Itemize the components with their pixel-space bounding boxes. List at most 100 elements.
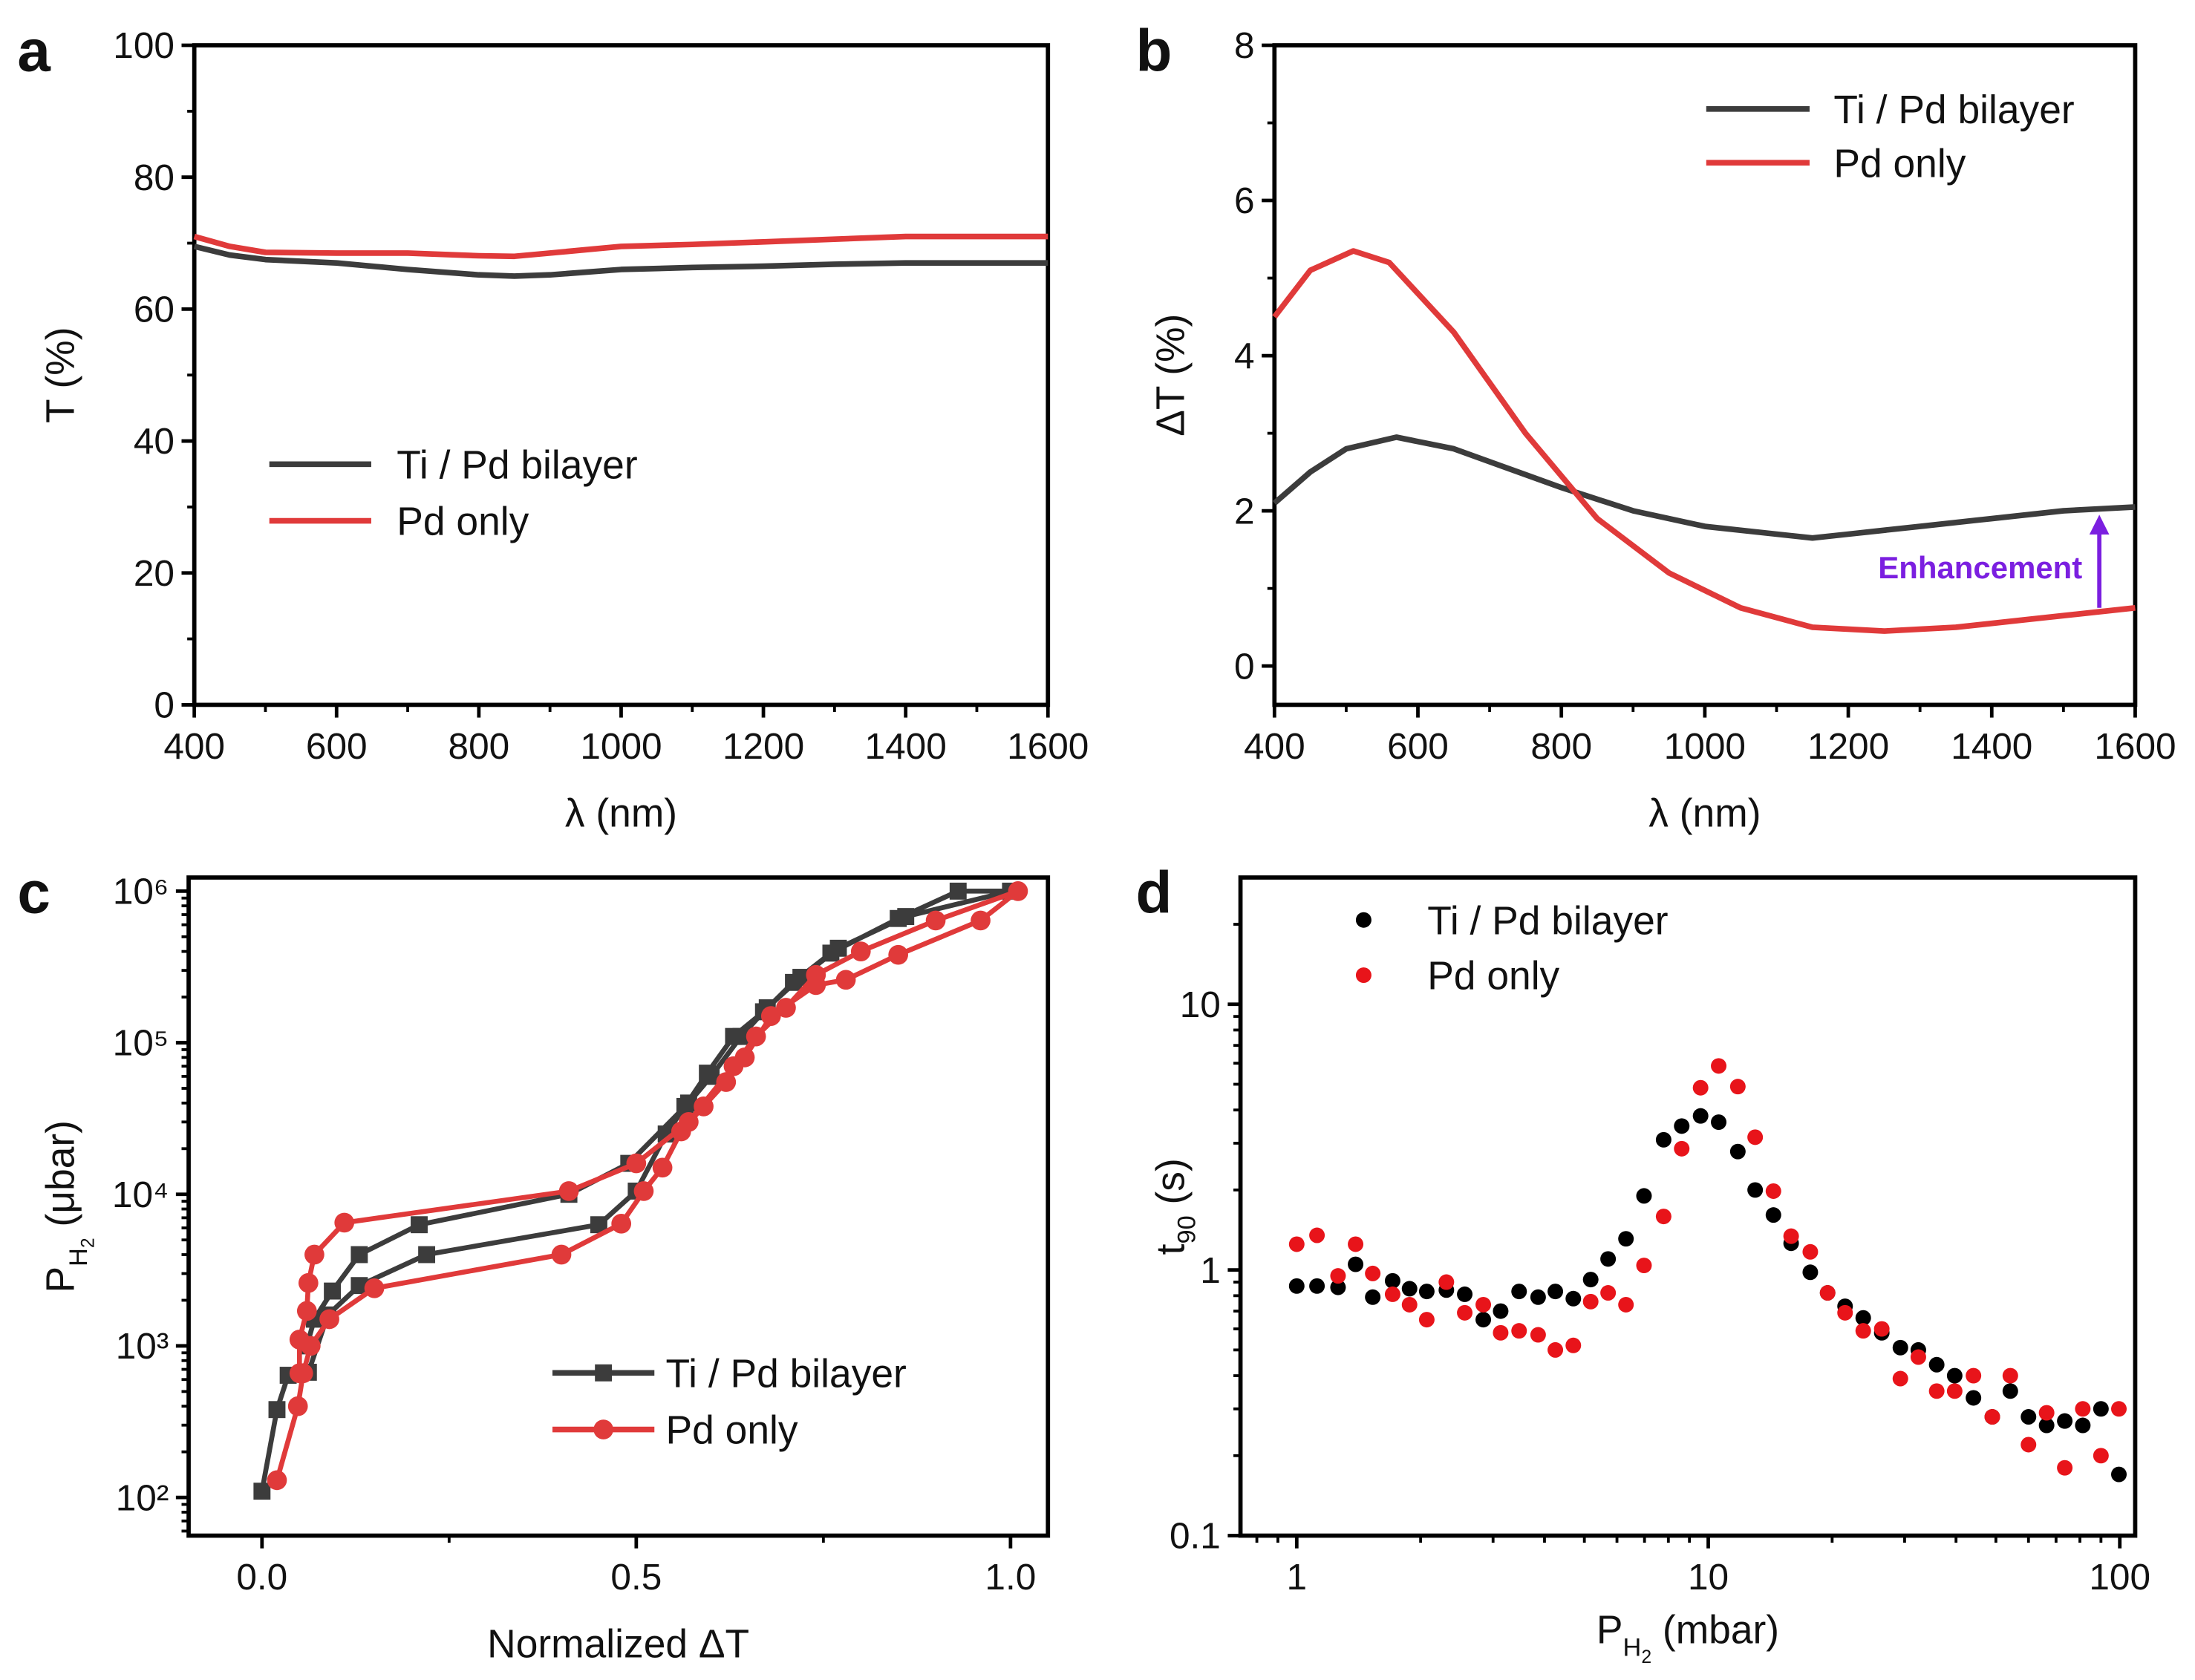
x-tick-label: 800 (449, 725, 510, 767)
data-point (1418, 1284, 1435, 1300)
data-point (1457, 1304, 1473, 1321)
series-line (193, 243, 1048, 279)
data-point (1547, 1284, 1564, 1300)
legend-label: Pd only (1833, 142, 1966, 186)
x-axis-label-part: 2 (1641, 1647, 1651, 1667)
data-point (1288, 1236, 1305, 1252)
data-point-circle (304, 1244, 324, 1265)
data-point (1747, 1182, 1764, 1198)
data-point (1966, 1367, 1982, 1384)
data-point (1892, 1339, 1908, 1356)
data-point (1837, 1304, 1853, 1321)
data-point (1692, 1108, 1709, 1124)
y-tick-label: 8 (1234, 24, 1255, 66)
data-point-square (411, 1216, 428, 1234)
data-point-square (350, 1277, 368, 1295)
data-point (1966, 1390, 1982, 1406)
data-point (1348, 1236, 1364, 1252)
x-tick-label: 1600 (2094, 725, 2176, 767)
y-axis-label-part: (μbar) (39, 1120, 83, 1238)
data-point (1765, 1207, 1781, 1223)
data-point (1783, 1228, 1799, 1244)
x-axis-label: λ (nm) (1648, 791, 1761, 835)
data-point-circle (835, 970, 856, 990)
plot-frame (1238, 875, 2138, 1538)
x-axis-label: PH2 (mbar) (1596, 1608, 1779, 1667)
series-1 (1288, 1058, 2127, 1476)
data-point (1855, 1323, 1871, 1339)
data-point (1582, 1272, 1599, 1288)
data-point-circle (716, 1072, 737, 1092)
data-point (1401, 1296, 1418, 1313)
data-point-circle (888, 944, 909, 965)
data-point (2038, 1405, 2055, 1421)
data-point (1765, 1183, 1781, 1199)
series-0 (1272, 434, 2136, 541)
data-point-circle (925, 910, 946, 931)
y-axis-label: PH2 (μbar) (39, 1120, 99, 1292)
data-point (1928, 1383, 1945, 1399)
data-point-circle (652, 1157, 673, 1178)
data-point-circle (296, 1301, 317, 1321)
data-point (1618, 1296, 1634, 1313)
data-point-square (268, 1401, 286, 1419)
data-point (1475, 1312, 1492, 1328)
data-point (1747, 1129, 1764, 1145)
data-point (2020, 1437, 2037, 1453)
data-point (2093, 1448, 2109, 1464)
data-point-circle (971, 910, 991, 931)
data-point (2093, 1401, 2109, 1417)
data-point (1674, 1118, 1690, 1134)
data-point (1655, 1209, 1671, 1225)
x-tick-label: 800 (1530, 725, 1592, 767)
data-point (1946, 1367, 1963, 1384)
data-point-square (792, 969, 810, 986)
series-1 (193, 233, 1048, 260)
data-point-circle (1008, 881, 1028, 901)
data-point (1636, 1258, 1652, 1274)
data-point (1493, 1324, 1509, 1341)
series-0 (193, 243, 1048, 279)
data-point-circle (776, 998, 796, 1018)
data-point-circle (746, 1026, 766, 1047)
data-point-circle (694, 1096, 714, 1117)
x-tick-label: 0.0 (236, 1556, 287, 1598)
y-tick-label: 10⁶ (113, 871, 169, 912)
x-tick-label: 1200 (1807, 725, 1889, 767)
data-point-circle (633, 1181, 654, 1201)
data-point (1729, 1143, 1746, 1160)
data-point-square (897, 908, 915, 926)
y-tick-label: 10⁵ (113, 1022, 169, 1064)
data-point (2111, 1466, 2127, 1483)
x-tick-label: 1200 (723, 725, 804, 767)
data-point (1565, 1290, 1582, 1307)
data-point (1600, 1285, 1617, 1301)
data-point-circle (334, 1212, 355, 1233)
data-point (1330, 1268, 1346, 1284)
data-point-circle (551, 1244, 572, 1265)
data-point (1418, 1312, 1435, 1328)
y-axis-label: ΔT (%) (1149, 314, 1193, 437)
data-point (1855, 1310, 1871, 1326)
data-point (1365, 1289, 1381, 1305)
y-tick-label: 0.1 (1170, 1515, 1221, 1557)
data-point-square (732, 1027, 750, 1045)
plot-frame (186, 875, 1051, 1538)
data-point-square (829, 939, 847, 957)
data-point-square (702, 1068, 720, 1085)
x-tick-label: 1000 (1664, 725, 1746, 767)
data-point (1457, 1286, 1473, 1302)
data-point-circle (267, 1470, 287, 1491)
y-tick-label: 40 (134, 420, 175, 462)
data-point (1946, 1383, 1963, 1399)
y-tick-label: 6 (1234, 180, 1255, 221)
data-point-square (253, 1483, 271, 1500)
y-tick-label: 10⁴ (112, 1174, 169, 1215)
y-tick-label: 0 (1234, 645, 1255, 687)
legend-label: Pd only (397, 500, 529, 544)
data-point (1692, 1079, 1709, 1096)
series-0 (1288, 1108, 2127, 1483)
x-tick-label: 600 (1387, 725, 1449, 767)
plot-frame (192, 43, 1051, 707)
y-tick-label: 20 (134, 552, 175, 594)
